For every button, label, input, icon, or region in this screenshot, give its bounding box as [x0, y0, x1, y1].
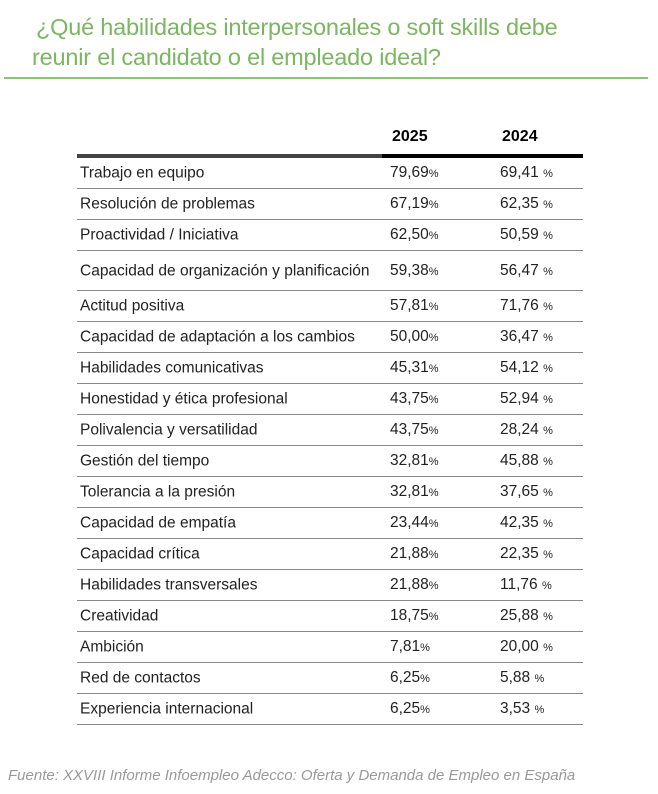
value-2025: 18,75%: [390, 607, 439, 624]
skill-label: Ambición: [80, 638, 144, 656]
table-row: Red de contactos 6,25% 5,88 %: [77, 663, 583, 694]
value-2025: 79,69%: [390, 164, 439, 181]
skill-label: Capacidad de organización y planificació…: [80, 262, 370, 279]
value-2024: 11,76 %: [500, 576, 552, 593]
table-row: Trabajo en equipo 79,69% 69,41 %: [77, 158, 583, 189]
table-row: Creatividad 18,75% 25,88 %: [77, 601, 583, 632]
value-2025: 43,75%: [390, 390, 439, 407]
value-2025: 32,81%: [390, 452, 439, 469]
skill-label: Habilidades transversales: [80, 576, 258, 594]
value-2025: 59,38%: [390, 261, 439, 279]
value-2025: 6,25%: [390, 669, 430, 686]
value-2025: 7,81%: [390, 638, 430, 655]
title-divider: [4, 77, 648, 79]
skill-label: Capacidad crítica: [80, 545, 200, 563]
skill-label: Capacidad de adaptación a los cambios: [80, 328, 355, 346]
value-2024: 36,47 %: [500, 328, 553, 345]
skill-label: Creatividad: [80, 607, 159, 625]
table-row: Habilidades comunicativas 45,31% 54,12 %: [77, 353, 583, 384]
table-row: Polivalencia y versatilidad 43,75% 28,24…: [77, 415, 583, 446]
value-2024: 37,65 %: [500, 483, 553, 500]
value-2024: 56,47 %: [500, 261, 553, 279]
value-2024: 42,35 %: [500, 514, 553, 531]
source-footnote: Fuente: XXVIII Informe Infoempleo Adecco…: [8, 767, 576, 784]
skill-label: Actitud positiva: [80, 297, 185, 315]
value-2024: 69,41 %: [500, 164, 553, 181]
table-row: Experiencia internacional 6,25% 3,53 %: [77, 694, 583, 725]
page-title: ¿Qué habilidades interpersonales o soft …: [32, 14, 558, 70]
value-2024: 22,35 %: [500, 545, 553, 562]
table-row: Capacidad de adaptación a los cambios 50…: [77, 322, 583, 353]
value-2025: 50,00%: [390, 328, 439, 345]
value-2024: 54,12 %: [500, 359, 553, 376]
value-2024: 71,76 %: [500, 297, 553, 314]
table-row: Capacidad crítica 21,88% 22,35 %: [77, 539, 583, 570]
value-2024: 52,94 %: [500, 390, 553, 407]
header-rule: [77, 154, 583, 158]
skill-label: Resolución de problemas: [80, 195, 255, 213]
table-row: Proactividad / Iniciativa 62,50% 50,59 %: [77, 220, 583, 251]
skill-label: Capacidad de empatía: [80, 514, 236, 532]
value-2024: 28,24 %: [500, 421, 553, 438]
value-2024: 25,88 %: [500, 607, 553, 624]
skills-table: 2025 2024 Trabajo en equipo 79,69% 69,41…: [77, 122, 583, 725]
value-2024: 3,53 %: [500, 700, 545, 717]
value-2025: 23,44%: [390, 514, 439, 531]
column-header-2024: 2024: [502, 128, 538, 145]
table-row: Habilidades transversales 21,88% 11,76 %: [77, 570, 583, 601]
value-2025: 67,19%: [390, 195, 439, 212]
value-2025: 57,81%: [390, 297, 439, 314]
skill-label: Gestión del tiempo: [80, 452, 210, 470]
value-2025: 6,25%: [390, 700, 430, 717]
table-row: Honestidad y ética profesional 43,75% 52…: [77, 384, 583, 415]
value-2025: 32,81%: [390, 483, 439, 500]
value-2025: 62,50%: [390, 226, 439, 243]
skill-label: Polivalencia y versatilidad: [80, 421, 258, 439]
value-2024: 50,59 %: [500, 226, 553, 243]
table-row: Gestión del tiempo 32,81% 45,88 %: [77, 446, 583, 477]
skill-label: Honestidad y ética profesional: [80, 390, 288, 408]
table-row: Tolerancia a la presión 32,81% 37,65 %: [77, 477, 583, 508]
skill-label: Red de contactos: [80, 669, 201, 687]
column-header-2025: 2025: [392, 128, 428, 145]
value-2024: 5,88 %: [500, 669, 545, 686]
value-2024: 45,88 %: [500, 452, 553, 469]
value-2025: 43,75%: [390, 421, 439, 438]
value-2025: 45,31%: [390, 359, 439, 376]
table-header: 2025 2024: [77, 122, 583, 154]
skill-label: Experiencia internacional: [80, 700, 254, 718]
table-row: Ambición 7,81% 20,00 %: [77, 632, 583, 663]
table-row: Resolución de problemas 67,19% 62,35 %: [77, 189, 583, 220]
value-2024: 62,35 %: [500, 195, 553, 212]
value-2025: 21,88%: [390, 545, 439, 562]
table-row: Capacidad de organización y planificació…: [77, 251, 583, 291]
skill-label: Tolerancia a la presión: [80, 483, 236, 501]
table-row: Capacidad de empatía 23,44% 42,35 %: [77, 508, 583, 539]
table-row: Actitud positiva 57,81% 71,76 %: [77, 291, 583, 322]
skill-label: Habilidades comunicativas: [80, 359, 264, 377]
value-2024: 20,00 %: [500, 638, 553, 655]
value-2025: 21,88%: [390, 576, 439, 593]
skill-label: Trabajo en equipo: [80, 164, 205, 182]
skill-label: Proactividad / Iniciativa: [80, 226, 239, 244]
